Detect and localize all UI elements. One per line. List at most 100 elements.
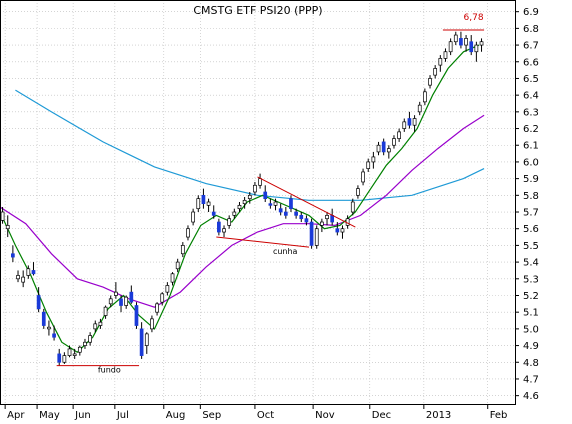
candle xyxy=(263,185,268,202)
candle-body xyxy=(124,296,129,306)
candles xyxy=(0,31,484,366)
candle-body xyxy=(278,208,283,213)
candle-body xyxy=(31,270,36,275)
candle-body xyxy=(83,341,87,346)
candle-body xyxy=(330,215,335,223)
candle xyxy=(448,38,453,56)
candle-body xyxy=(392,138,396,146)
candle-body xyxy=(273,201,278,206)
candle xyxy=(201,188,206,209)
annotation: 6,78 xyxy=(464,13,484,23)
candle-body xyxy=(294,211,298,216)
candle-body xyxy=(77,346,82,353)
candle-body xyxy=(222,228,226,233)
trendline xyxy=(257,176,356,228)
candle xyxy=(124,295,129,309)
candle xyxy=(227,215,232,229)
candle-body xyxy=(397,131,401,139)
candle-body xyxy=(11,253,15,258)
candle xyxy=(453,31,458,46)
y-tick-label: 5.2 xyxy=(523,291,539,302)
candle-body xyxy=(371,156,376,163)
candle-body xyxy=(217,221,221,233)
trendline xyxy=(216,236,310,248)
candle-body xyxy=(283,211,288,216)
candle-body xyxy=(242,199,247,205)
trendlines xyxy=(56,29,485,367)
candle-body xyxy=(474,44,479,53)
candle-body xyxy=(464,38,468,46)
candle-body xyxy=(340,228,345,233)
candle-body xyxy=(211,211,216,216)
grid xyxy=(0,0,515,404)
candle xyxy=(304,215,309,226)
candle xyxy=(186,225,190,241)
candle-body xyxy=(36,295,41,310)
candle-body xyxy=(407,118,412,126)
x-tick-label: 2013 xyxy=(426,410,451,421)
plot-frame xyxy=(0,0,516,405)
candle xyxy=(11,245,15,263)
candle-body xyxy=(309,221,314,246)
candle xyxy=(170,272,175,286)
y-tick-label: 5.7 xyxy=(523,208,539,219)
candle xyxy=(211,205,216,219)
candle xyxy=(77,345,82,356)
candle xyxy=(129,285,134,304)
candle-body xyxy=(26,268,31,276)
candle xyxy=(5,215,10,238)
candle xyxy=(144,332,149,354)
candle-body xyxy=(381,141,386,153)
candle xyxy=(222,225,226,238)
x-axis: Apr May Jun Jul Aug Sep Oct Nov Dec 2013 Feb xyxy=(4,404,507,421)
candle xyxy=(361,168,365,186)
candle xyxy=(402,118,407,132)
x-tick-label: Aug xyxy=(166,410,186,421)
candle-body xyxy=(268,203,273,206)
candle xyxy=(21,270,26,288)
candle xyxy=(67,345,72,358)
candle xyxy=(443,48,448,62)
candle xyxy=(407,111,412,129)
y-axis: 4.6 4.7 4.8 4.9 5.0 5.1 5.2 5.3 5.4 5.5 5.6 5.7 5.8 5… xyxy=(515,7,539,402)
candle xyxy=(175,258,180,273)
candle xyxy=(350,198,355,216)
candle xyxy=(41,308,46,329)
candle xyxy=(356,185,360,199)
y-tick-label: 6.9 xyxy=(523,7,539,18)
candle xyxy=(289,195,293,213)
candle xyxy=(273,198,278,211)
candle-body xyxy=(62,355,67,363)
candle xyxy=(268,198,273,209)
y-tick-label: 6.2 xyxy=(523,124,539,135)
candle xyxy=(386,145,391,159)
candle xyxy=(325,212,329,226)
candle-body xyxy=(88,335,92,343)
x-tick-label: Oct xyxy=(257,410,274,421)
candle xyxy=(72,348,77,359)
candle xyxy=(139,322,144,359)
candle-body xyxy=(227,218,232,226)
candle-body xyxy=(165,285,170,293)
candle xyxy=(93,320,98,333)
candle-body xyxy=(67,348,72,356)
candle xyxy=(52,325,56,341)
candle xyxy=(278,203,283,216)
candle xyxy=(283,207,288,219)
candle-body xyxy=(98,321,103,326)
annotation: cunha xyxy=(273,247,298,256)
candle xyxy=(150,315,154,333)
candle-body xyxy=(376,144,381,153)
candle-body xyxy=(114,291,118,296)
y-tick-label: 6.7 xyxy=(523,41,539,52)
candle-body xyxy=(453,34,458,43)
y-tick-label: 6.3 xyxy=(523,107,539,118)
candle xyxy=(98,318,103,329)
y-tick-label: 6.4 xyxy=(523,91,539,102)
candle-body xyxy=(186,228,190,238)
candle-body xyxy=(191,211,195,223)
candle xyxy=(134,302,139,329)
candle xyxy=(232,208,237,219)
candle xyxy=(237,202,242,213)
